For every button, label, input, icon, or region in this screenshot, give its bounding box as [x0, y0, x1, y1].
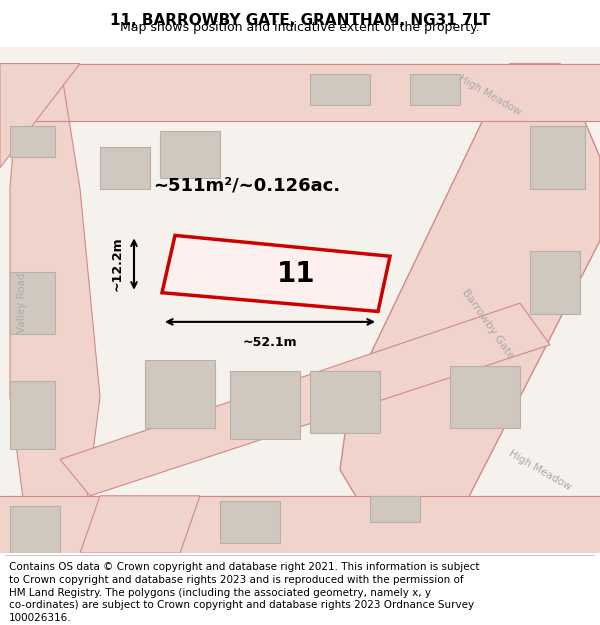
Polygon shape [0, 496, 600, 553]
Polygon shape [145, 361, 215, 428]
Polygon shape [10, 126, 55, 158]
Polygon shape [230, 371, 300, 439]
Polygon shape [530, 126, 585, 189]
Text: Valley Road: Valley Road [17, 273, 27, 333]
Text: to Crown copyright and database rights 2023 and is reproduced with the permissio: to Crown copyright and database rights 2… [9, 575, 464, 585]
Text: Contains OS data © Crown copyright and database right 2021. This information is : Contains OS data © Crown copyright and d… [9, 562, 479, 572]
Text: HM Land Registry. The polygons (including the associated geometry, namely x, y: HM Land Registry. The polygons (includin… [9, 588, 431, 598]
Polygon shape [370, 496, 420, 522]
Text: ~511m²/~0.126ac.: ~511m²/~0.126ac. [152, 176, 340, 194]
Text: 11, BARROWBY GATE, GRANTHAM, NG31 7LT: 11, BARROWBY GATE, GRANTHAM, NG31 7LT [110, 13, 490, 28]
Polygon shape [220, 501, 280, 542]
Text: High Meadow: High Meadow [457, 73, 523, 117]
Text: Map shows position and indicative extent of the property.: Map shows position and indicative extent… [120, 21, 480, 34]
Text: co-ordinates) are subject to Crown copyright and database rights 2023 Ordnance S: co-ordinates) are subject to Crown copyr… [9, 600, 474, 610]
Polygon shape [10, 272, 55, 334]
Polygon shape [162, 236, 390, 311]
Text: ~12.2m: ~12.2m [111, 237, 124, 291]
Polygon shape [410, 74, 460, 105]
Polygon shape [10, 381, 55, 449]
Text: Barrowby Gate: Barrowby Gate [460, 287, 516, 361]
Polygon shape [80, 496, 200, 553]
Polygon shape [0, 64, 80, 168]
Polygon shape [60, 303, 550, 496]
Polygon shape [10, 506, 60, 553]
Text: ~52.1m: ~52.1m [242, 336, 298, 349]
Polygon shape [340, 64, 600, 553]
Polygon shape [310, 371, 380, 433]
Text: 11: 11 [277, 260, 316, 288]
Polygon shape [160, 131, 220, 178]
Polygon shape [10, 64, 100, 553]
Polygon shape [530, 251, 580, 314]
Text: 100026316.: 100026316. [9, 612, 71, 622]
Polygon shape [100, 147, 150, 189]
Polygon shape [0, 64, 600, 121]
Polygon shape [310, 74, 370, 105]
Text: High Meadow: High Meadow [507, 448, 573, 492]
Polygon shape [450, 366, 520, 428]
